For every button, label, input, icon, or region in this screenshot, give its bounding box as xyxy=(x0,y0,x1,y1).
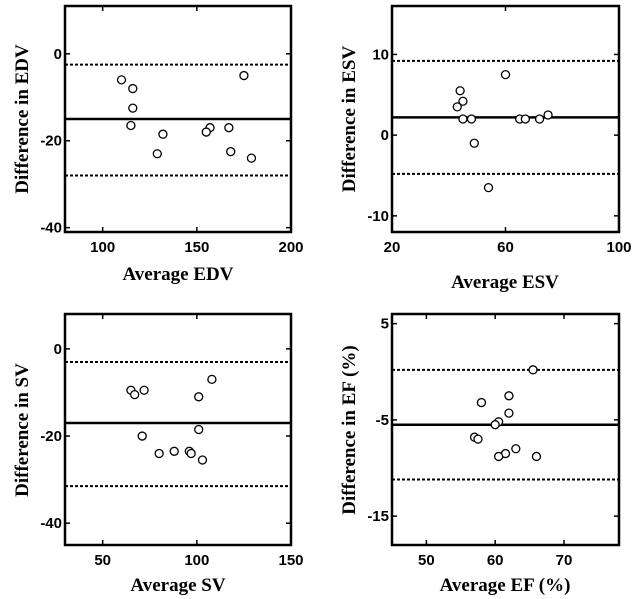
y-axis-label: Difference in SV xyxy=(12,363,33,497)
panel-3: 50 100 150 0 -20 -40 Average SV Difference in S… xyxy=(12,312,304,596)
data-point xyxy=(154,448,164,459)
data-point xyxy=(169,446,179,456)
plot-frame xyxy=(390,312,621,547)
data-point xyxy=(452,102,462,112)
y-axis-label: Difference in EDV xyxy=(12,44,33,194)
data-point xyxy=(473,434,483,444)
data-point xyxy=(476,397,487,408)
y-tick-label: -20 xyxy=(40,133,62,150)
x-axis-label: Average ESV xyxy=(451,272,559,293)
data-point xyxy=(469,138,479,148)
y-tick-label: -15 xyxy=(367,508,389,525)
plot-frame xyxy=(390,4,621,234)
x-tick-label: 150 xyxy=(278,552,303,569)
data-point xyxy=(139,385,149,395)
data-point xyxy=(224,123,234,133)
y-tick-label: -20 xyxy=(40,428,62,445)
data-point xyxy=(504,391,514,401)
x-tick-label: 150 xyxy=(184,239,209,256)
data-point xyxy=(493,451,504,462)
x-axis-label: Average EDV xyxy=(123,264,234,285)
y-tick-label: -40 xyxy=(40,515,62,532)
data-point xyxy=(207,374,217,385)
data-point xyxy=(458,114,468,124)
y-tick-label: 10 xyxy=(372,46,389,63)
y-axis-label: Difference in EF (%) xyxy=(339,345,360,514)
data-point xyxy=(511,444,521,454)
x-tick-label: 100 xyxy=(90,239,115,256)
y-axis-label: Difference in ESV xyxy=(339,46,360,193)
data-point xyxy=(186,448,196,459)
data-point xyxy=(128,83,138,94)
plot-frame xyxy=(63,312,293,547)
data-point xyxy=(197,455,208,465)
data-point xyxy=(528,365,538,375)
x-tick-label: 100 xyxy=(184,552,209,569)
y-tick-label: 0 xyxy=(54,341,62,358)
y-tick-label: 0 xyxy=(381,127,389,144)
y-tick-label: -40 xyxy=(40,220,62,237)
panel-4: 50 60 70 5 -5 -15 Average EF (%) Difference in … xyxy=(339,312,621,596)
x-axis-label: Average EF (%) xyxy=(440,575,571,596)
data-point xyxy=(116,75,127,85)
data-point xyxy=(520,114,531,124)
data-point xyxy=(543,110,553,120)
y-tick-label: -10 xyxy=(367,208,389,225)
x-tick-label: 50 xyxy=(94,552,111,569)
x-tick-label: 20 xyxy=(384,239,401,256)
data-point xyxy=(137,431,147,441)
x-tick-label: 60 xyxy=(487,552,504,569)
y-tick-label: 0 xyxy=(54,46,62,63)
data-point xyxy=(534,114,545,124)
data-point xyxy=(458,96,468,106)
data-point xyxy=(490,420,500,430)
data-point xyxy=(194,392,204,402)
y-tick-label: 5 xyxy=(381,316,389,333)
data-point xyxy=(500,69,511,80)
x-axis-label: Average SV xyxy=(130,575,225,596)
data-point xyxy=(201,127,211,137)
x-tick-label: 100 xyxy=(606,239,631,256)
panel-1: 100 150 200 0 -20 -40 Average EDV Difference in… xyxy=(12,4,304,285)
data-point xyxy=(226,146,236,157)
x-tick-label: 50 xyxy=(418,552,435,569)
data-point xyxy=(128,103,138,113)
data-point xyxy=(455,86,465,96)
data-point xyxy=(239,70,249,81)
data-point xyxy=(152,149,162,159)
data-point xyxy=(246,153,257,163)
data-point xyxy=(130,389,140,400)
data-point xyxy=(466,114,477,124)
data-point xyxy=(483,182,494,193)
data-point xyxy=(194,424,204,435)
y-tick-label: -5 xyxy=(376,412,389,429)
x-tick-label: 70 xyxy=(556,552,573,569)
data-point xyxy=(126,120,136,131)
data-point xyxy=(158,129,168,139)
data-point xyxy=(531,451,542,462)
x-tick-label: 200 xyxy=(278,239,303,256)
x-tick-label: 60 xyxy=(497,239,514,256)
data-point xyxy=(504,408,514,418)
